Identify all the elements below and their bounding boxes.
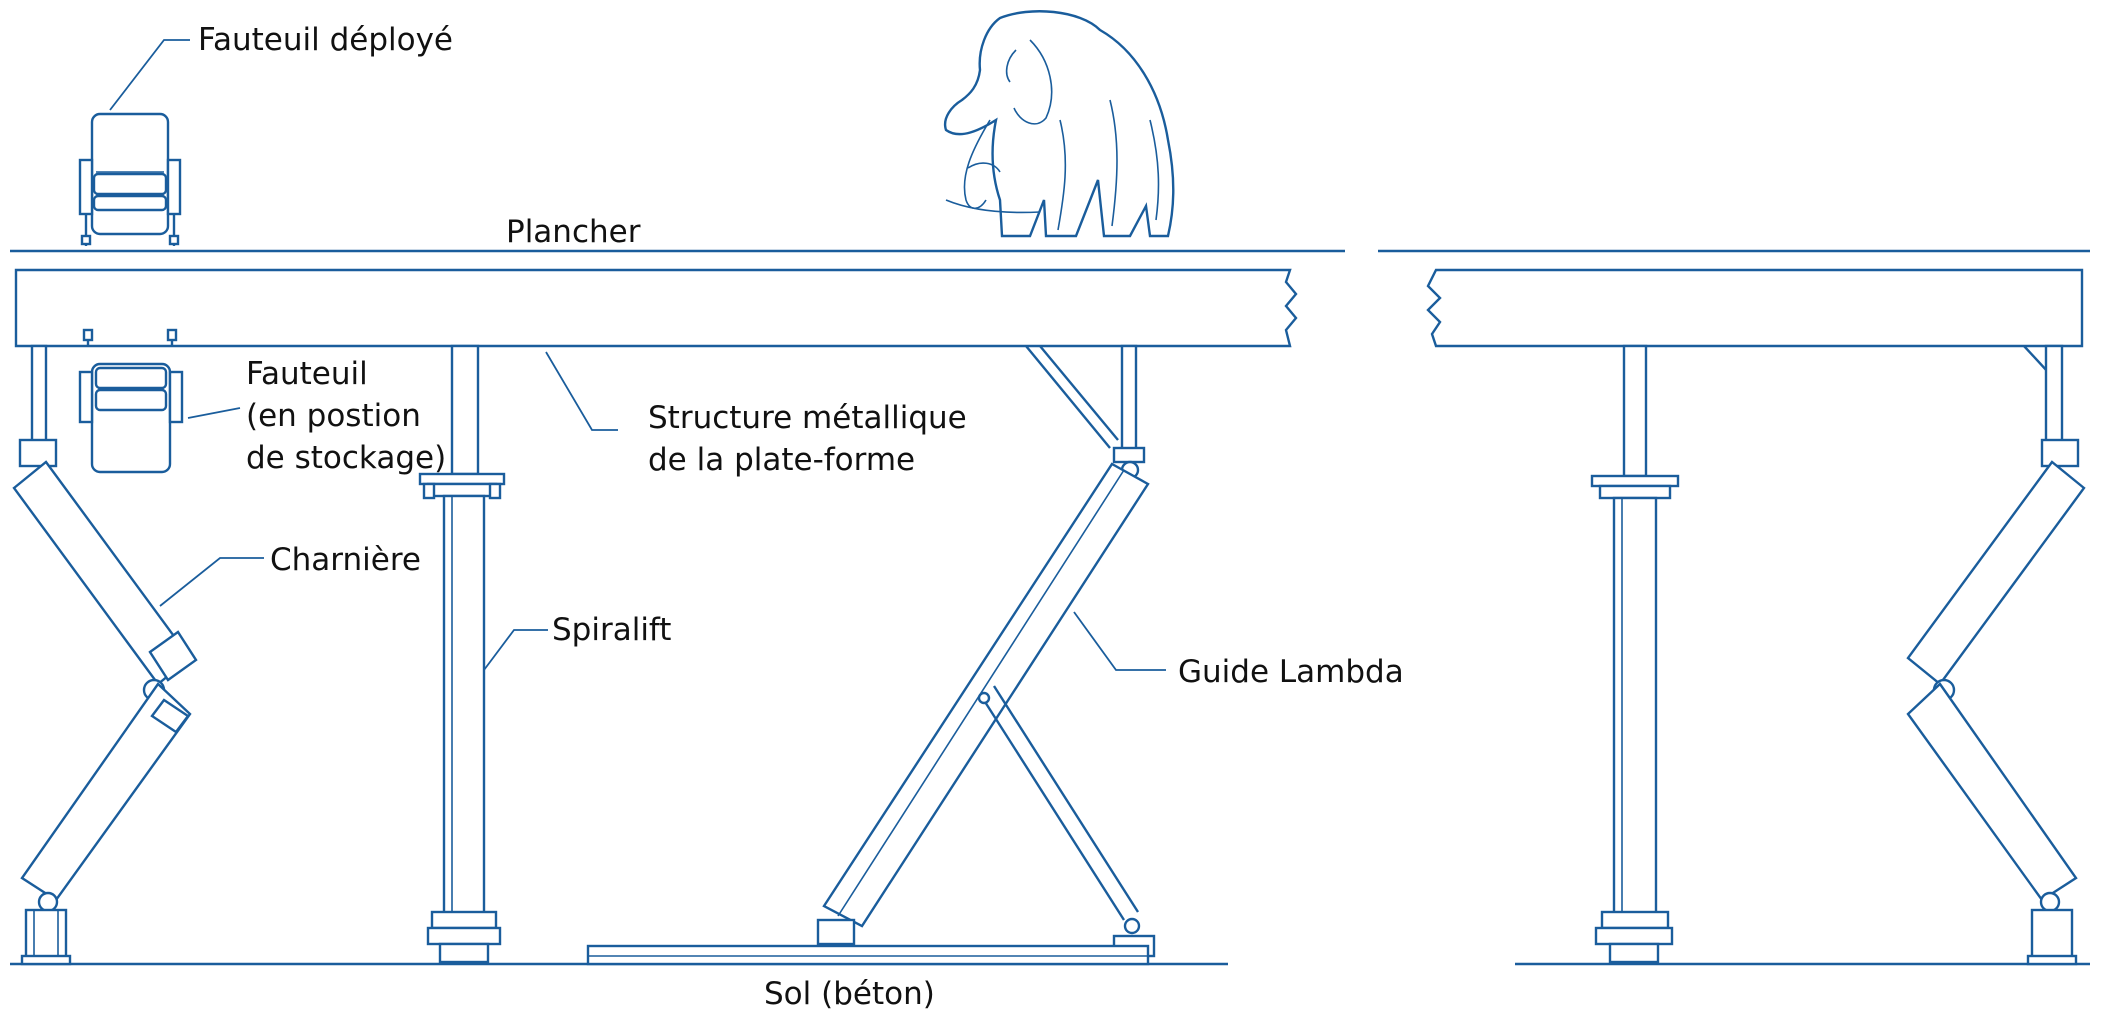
label-structure-line2: de la plate-forme xyxy=(648,442,915,478)
stored-chair xyxy=(78,328,184,474)
right-hinged-leg xyxy=(1906,344,2086,966)
platform-beam-left xyxy=(14,268,1298,348)
label-sol: Sol (béton) xyxy=(764,976,935,1012)
right-column xyxy=(1590,344,1680,964)
label-guide-lambda: Guide Lambda xyxy=(1178,654,1404,690)
label-charniere: Charnière xyxy=(270,542,421,578)
elephant-icon xyxy=(943,10,1175,238)
label-fauteuil-line2: (en postion xyxy=(246,398,421,434)
label-spiralift: Spiralift xyxy=(552,612,671,648)
label-structure-line1: Structure métallique xyxy=(648,400,967,436)
label-fauteuil-deploye: Fauteuil déployé xyxy=(198,22,453,58)
label-fauteuil-line3: de stockage) xyxy=(246,440,446,476)
label-plancher: Plancher xyxy=(506,214,641,250)
spiralift-column xyxy=(418,344,506,964)
label-fauteuil-line1: Fauteuil xyxy=(246,356,368,392)
deployed-chair xyxy=(78,112,182,246)
platform-beam-right xyxy=(1426,268,2084,348)
leader-lines xyxy=(109,39,1166,671)
left-hinged-leg xyxy=(12,344,198,966)
guide-lambda xyxy=(586,344,1156,966)
